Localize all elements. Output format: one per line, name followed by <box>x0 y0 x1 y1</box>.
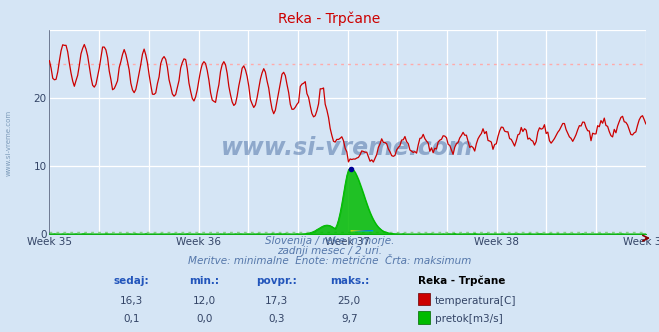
Polygon shape <box>351 230 373 231</box>
Text: 0,1: 0,1 <box>123 314 140 324</box>
Text: zadnji mesec / 2 uri.: zadnji mesec / 2 uri. <box>277 246 382 256</box>
Text: 12,0: 12,0 <box>192 296 216 306</box>
Text: Reka - Trpčane: Reka - Trpčane <box>418 275 506 286</box>
Text: sedaj:: sedaj: <box>114 276 150 286</box>
Text: Slovenija / reke in morje.: Slovenija / reke in morje. <box>265 236 394 246</box>
Text: Reka - Trpčane: Reka - Trpčane <box>278 12 381 26</box>
Polygon shape <box>351 230 373 231</box>
Text: www.si-vreme.com: www.si-vreme.com <box>221 136 474 160</box>
Text: www.si-vreme.com: www.si-vreme.com <box>5 110 11 176</box>
Text: 0,0: 0,0 <box>196 314 212 324</box>
Text: 9,7: 9,7 <box>341 314 358 324</box>
Text: min.:: min.: <box>189 276 219 286</box>
Text: maks.:: maks.: <box>330 276 369 286</box>
Text: 16,3: 16,3 <box>120 296 144 306</box>
Text: temperatura[C]: temperatura[C] <box>435 296 517 306</box>
Text: 17,3: 17,3 <box>265 296 289 306</box>
Polygon shape <box>351 230 373 231</box>
Text: pretok[m3/s]: pretok[m3/s] <box>435 314 503 324</box>
Text: 0,3: 0,3 <box>268 314 285 324</box>
Text: povpr.:: povpr.: <box>256 276 297 286</box>
Text: 25,0: 25,0 <box>337 296 361 306</box>
Text: Meritve: minimalne  Enote: metrične  Črta: maksimum: Meritve: minimalne Enote: metrične Črta:… <box>188 256 471 266</box>
